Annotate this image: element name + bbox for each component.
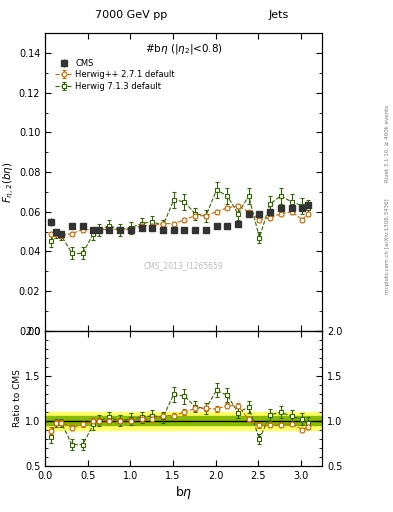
Text: Rivet 3.1.10, ≥ 400k events: Rivet 3.1.10, ≥ 400k events	[385, 105, 389, 182]
Bar	[45, 412, 322, 430]
Text: #b$\eta$ ($|\eta_2|$<0.8): #b$\eta$ ($|\eta_2|$<0.8)	[145, 42, 222, 56]
Bar	[45, 416, 322, 425]
Text: 7000 GeV pp: 7000 GeV pp	[95, 10, 167, 20]
Text: mcplots.cern.ch [arXiv:1306.3436]: mcplots.cern.ch [arXiv:1306.3436]	[385, 198, 389, 293]
Text: Jets: Jets	[269, 10, 289, 20]
Text: CMS_2013_I1265659: CMS_2013_I1265659	[144, 261, 224, 270]
Y-axis label: Ratio to CMS: Ratio to CMS	[13, 369, 22, 427]
Legend: CMS, Herwig++ 2.7.1 default, Herwig 7.1.3 default: CMS, Herwig++ 2.7.1 default, Herwig 7.1.…	[52, 55, 178, 94]
Y-axis label: $F_{\eta,2}(b\eta)$: $F_{\eta,2}(b\eta)$	[2, 161, 16, 203]
X-axis label: b$\eta$: b$\eta$	[175, 483, 193, 501]
